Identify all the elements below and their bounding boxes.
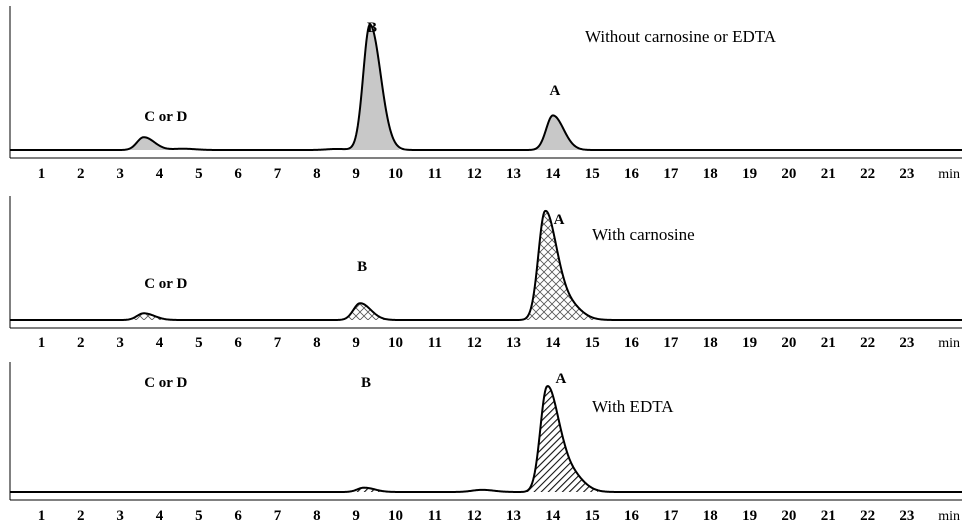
- x-tick-label: 19: [742, 335, 757, 351]
- x-tick-label: 10: [388, 166, 403, 182]
- x-axis-unit: min: [938, 167, 960, 182]
- peak-label: A: [556, 371, 567, 387]
- peak-label: B: [361, 375, 371, 391]
- x-tick-label: 21: [821, 335, 836, 351]
- x-tick-label: 1: [38, 508, 46, 524]
- x-tick-label: 9: [352, 166, 360, 182]
- x-tick-label: 11: [428, 335, 442, 351]
- x-tick-label: 19: [742, 166, 757, 182]
- x-tick-label: 22: [860, 166, 875, 182]
- x-axis-unit: min: [938, 336, 960, 351]
- x-tick-label: 7: [274, 166, 282, 182]
- x-tick-label: 4: [156, 508, 164, 524]
- x-tick-label: 22: [860, 335, 875, 351]
- x-tick-label: 11: [428, 508, 442, 524]
- x-tick-label: 20: [781, 508, 796, 524]
- x-tick-label: 3: [116, 335, 124, 351]
- x-tick-label: 1: [38, 335, 46, 351]
- x-tick-label: 4: [156, 335, 164, 351]
- x-tick-label: 15: [585, 508, 600, 524]
- x-tick-label: 8: [313, 166, 321, 182]
- x-tick-label: 14: [545, 166, 561, 182]
- x-tick-label: 17: [663, 166, 679, 182]
- x-tick-label: 13: [506, 508, 521, 524]
- x-tick-label: 16: [624, 508, 640, 524]
- x-tick-label: 13: [506, 335, 521, 351]
- peak-label: B: [367, 20, 377, 36]
- x-tick-label: 14: [545, 508, 561, 524]
- x-tick-label: 3: [116, 508, 124, 524]
- x-tick-label: 21: [821, 508, 836, 524]
- chromatogram-trace: [10, 23, 962, 151]
- x-tick-label: 18: [703, 508, 718, 524]
- x-tick-label: 8: [313, 508, 321, 524]
- x-tick-label: 5: [195, 166, 203, 182]
- panel-2: 1 2 3 4 5 6 7 8 9 10 11 12 13 14 15 16 17 18 19 20 21 22 23 min…: [9, 196, 962, 351]
- x-tick-label: 18: [703, 166, 718, 182]
- x-tick-label: 15: [585, 335, 600, 351]
- x-tick-label: 21: [821, 166, 836, 182]
- peak-label: C or D: [144, 375, 187, 391]
- x-tick-label: 11: [428, 166, 442, 182]
- x-tick-label: 2: [77, 335, 85, 351]
- x-tick-label: 12: [467, 335, 482, 351]
- peak-fill: [525, 386, 599, 492]
- x-tick-label: 14: [545, 335, 561, 351]
- x-tick-label: 23: [899, 508, 914, 524]
- x-tick-label: 7: [274, 335, 282, 351]
- x-tick-label: 7: [274, 508, 282, 524]
- x-tick-label: 1: [38, 166, 46, 182]
- x-tick-label: 2: [77, 166, 85, 182]
- panel-title: With carnosine: [592, 225, 695, 244]
- x-tick-label: 15: [585, 166, 600, 182]
- x-tick-label: 6: [234, 508, 242, 524]
- x-tick-label: 8: [313, 335, 321, 351]
- x-tick-label: 9: [352, 335, 360, 351]
- panel-title: Without carnosine or EDTA: [585, 27, 777, 46]
- x-tick-label: 23: [899, 166, 914, 182]
- x-tick-label: 20: [781, 166, 796, 182]
- x-tick-label: 16: [624, 335, 640, 351]
- chromatogram-trace: [10, 209, 962, 321]
- x-tick-label: 17: [663, 335, 679, 351]
- peak-label: A: [554, 212, 565, 228]
- x-tick-label: 12: [467, 508, 482, 524]
- x-tick-label: 19: [742, 508, 757, 524]
- x-tick-label: 18: [703, 335, 718, 351]
- x-tick-label: 17: [663, 508, 679, 524]
- x-tick-label: 5: [195, 335, 203, 351]
- x-tick-label: 6: [234, 166, 242, 182]
- x-tick-label: 9: [352, 508, 360, 524]
- x-tick-label: 5: [195, 508, 203, 524]
- x-tick-label: 12: [467, 166, 482, 182]
- x-tick-label: 2: [77, 508, 85, 524]
- panel-title: With EDTA: [592, 397, 674, 416]
- x-axis-unit: min: [938, 509, 960, 524]
- x-tick-label: 10: [388, 335, 403, 351]
- x-tick-label: 13: [506, 166, 521, 182]
- x-tick-label: 10: [388, 508, 403, 524]
- panel-3: 1 2 3 4 5 6 7 8 9 10 11 12 13 14 15 16 17 18 19 20 21 22 23 min…: [9, 362, 962, 524]
- x-tick-label: 22: [860, 508, 875, 524]
- x-tick-label: 20: [781, 335, 796, 351]
- panel-1: 1 2 3 4 5 6 7 8 9 10 11 12 13 14 15 16 17 18 19 20 21 22 23 min…: [9, 6, 962, 182]
- chromatogram-trace: [10, 385, 962, 493]
- x-tick-label: 4: [156, 166, 164, 182]
- x-tick-label: 6: [234, 335, 242, 351]
- x-tick-label: 16: [624, 166, 640, 182]
- peak-label: B: [357, 259, 367, 275]
- peak-label: C or D: [144, 276, 187, 292]
- x-tick-label: 23: [899, 335, 914, 351]
- peak-label: A: [549, 83, 560, 99]
- x-tick-label: 3: [116, 166, 124, 182]
- peak-label: C or D: [144, 109, 187, 125]
